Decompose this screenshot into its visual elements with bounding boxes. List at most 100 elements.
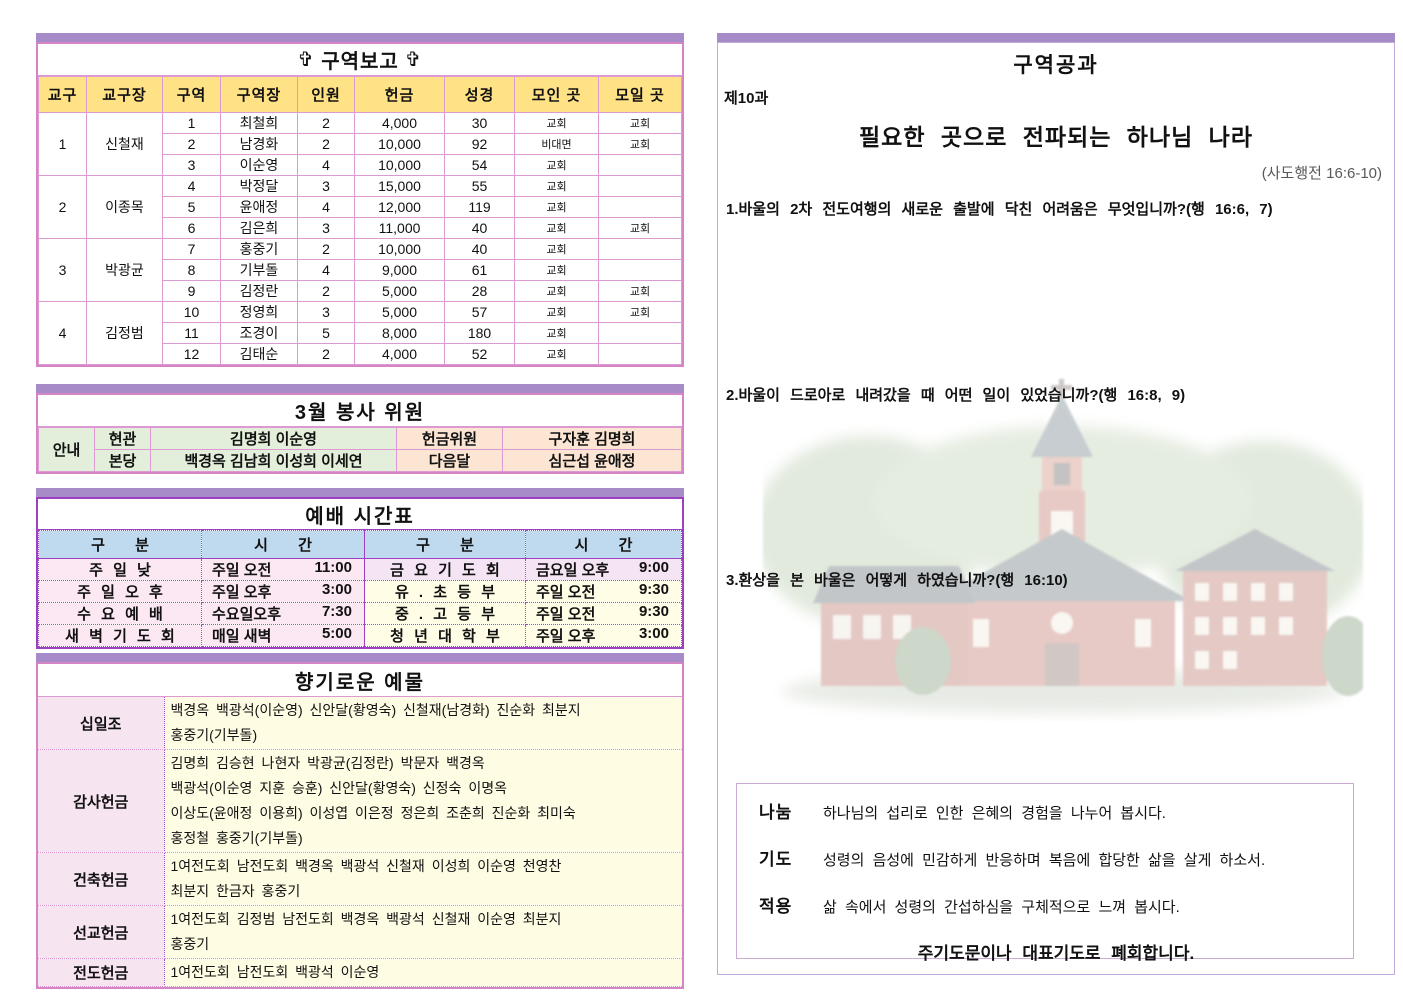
schedule-time-cell: 금요일 오후 9:00 (525, 558, 682, 581)
offering-type-cell: 십일조 (38, 697, 165, 750)
schedule-time-wrap: 매일 새벽 5:00 (203, 626, 364, 646)
service-name-cell: 새 벽 기 도 회 (38, 624, 202, 647)
offerings-title: 향기로운 예물 (38, 664, 682, 697)
offering-names-line: 백경옥 백광석(이순영) 신안달(황영숙) 신철재(남경화) 진순화 최분지 (170, 702, 581, 718)
zone-number-cell: 12 (162, 343, 221, 365)
schedule-time-cell: 매일 새벽 5:00 (201, 624, 365, 647)
schedule-time-value: 11:00 (314, 559, 352, 577)
report-row: 6 김은희 3 11,000 40 교회 교회 (39, 217, 682, 239)
offering-names-line: 김명희 김승현 나현자 박광균(김정란) 박문자 백경옥 (170, 755, 485, 771)
district-report-title-text: 구역보고 (321, 51, 399, 73)
offering-names-line: 1여전도회 남전도회 백경옥 백광석 신철재 이성희 이순영 천영찬 (170, 858, 562, 874)
committee-title: 3월 봉사 위원 (38, 395, 682, 427)
meet-place-cell (598, 322, 682, 344)
discussion-label-sharing: 나눔 (759, 803, 793, 822)
zone-leader-cell: 김은희 (220, 217, 298, 239)
schedule-time-label: 주일 오전 (536, 584, 596, 601)
schedule-time-value: 9:30 (638, 603, 669, 621)
schedule-col-time: 시 간 (525, 530, 682, 559)
offerings-table-body: 십일조 백경옥 백광석(이순영) 신안달(황영숙) 신철재(남경화) 진순화 최분… (38, 697, 682, 987)
schedule-table-body: 주 일 낮 주일 오전 11:00 금 요 기 도 회 금요일 오후 9:00 주 일 오 … (38, 558, 682, 647)
lesson-question-3: 3.환상을 본 바울은 어떻게 하였습니까?(행 16:10) (726, 572, 1068, 589)
schedule-time-cell: 주일 오전 9:30 (525, 580, 682, 603)
col-header-meet-place: 모일 곳 (598, 76, 682, 113)
lesson-title: 구역공과 (1013, 54, 1099, 77)
zone-leader-cell: 조경이 (220, 322, 298, 344)
offering-amount-cell: 10,000 (354, 154, 445, 176)
lesson-scripture-ref: (사도행전 16:6-10) (1261, 165, 1382, 182)
committee-right-label: 다음달 (396, 449, 503, 472)
section-bar (36, 653, 684, 662)
offering-names-line: 이상도(윤애정 이용희) 이성엽 이은정 정은희 조춘희 진순화 최미숙 (170, 805, 576, 821)
met-place-cell: 교회 (514, 280, 599, 302)
service-name-cell: 중 . 고 등 부 (364, 602, 526, 625)
offering-amount-cell: 4,000 (354, 112, 445, 134)
col-header-district: 교구 (38, 76, 87, 113)
met-place-cell: 비대면 (514, 133, 599, 155)
zone-leader-cell: 정영희 (220, 301, 298, 323)
district-number-cell: 4 (38, 301, 87, 365)
offering-amount-cell: 10,000 (354, 238, 445, 260)
offering-amount-cell: 15,000 (354, 175, 445, 197)
district-number-cell: 3 (38, 238, 87, 302)
member-count-cell: 4 (297, 259, 355, 281)
discussion-text-sharing: 하나님의 섭리로 인한 은혜의 경험을 나누어 봅시다. (823, 805, 1166, 822)
discussion-row: 기도 성령의 음성에 민감하게 반응하며 복음에 합당한 삶을 살게 하소서. (759, 845, 1353, 870)
member-count-cell: 3 (297, 301, 355, 323)
zone-number-cell: 6 (162, 217, 221, 239)
member-count-cell: 3 (297, 217, 355, 239)
zone-number-cell: 11 (162, 322, 221, 344)
committee-row: 안내 현관 김명희 이순영 헌금위원 구자훈 김명희 (38, 427, 682, 472)
bible-count-cell: 61 (444, 259, 515, 281)
lesson-question-2: 2.바울이 드로아로 내려갔을 때 어떤 일이 있었습니까?(행 16:8, 9… (726, 387, 1186, 404)
offering-amount-cell: 5,000 (354, 280, 445, 302)
offering-names-line: 최분지 한금자 홍중기 (170, 883, 301, 899)
schedule-row: 주 일 오 후 주일 오후 3:00 유 . 초 등 부 주일 오전 9:30 (38, 580, 682, 603)
bible-count-cell: 40 (444, 217, 515, 239)
zone-leader-cell: 김정란 (220, 280, 298, 302)
meet-place-cell: 교회 (598, 280, 682, 302)
offerings-table: 십일조 백경옥 백광석(이순영) 신안달(황영숙) 신철재(남경화) 진순화 최분… (38, 697, 682, 987)
zone-leader-cell: 이순영 (220, 154, 298, 176)
schedule-time-cell: 주일 오전 9:30 (525, 602, 682, 625)
service-name-cell: 수 요 예 배 (38, 602, 202, 625)
bible-count-cell: 28 (444, 280, 515, 302)
col-header-zone-leader: 구역장 (220, 76, 298, 113)
bible-count-cell: 40 (444, 238, 515, 260)
committee-right-names: 구자훈 김명희 (502, 427, 682, 450)
offering-names-line: 홍중기 (170, 936, 210, 952)
schedule-time-label: 금요일 오후 (536, 562, 610, 579)
zone-leader-cell: 최철희 (220, 112, 298, 134)
meet-place-cell (598, 196, 682, 218)
report-row: 1 신철재 1 최철희 2 4,000 30 교회 교회 (38, 112, 682, 176)
col-header-zone: 구역 (162, 76, 221, 113)
zone-number-cell: 1 (162, 112, 221, 134)
discussion-label-apply: 적용 (759, 897, 793, 916)
committee-left-header: 안내 (38, 427, 95, 472)
discussion-row: 적용 삶 속에서 성령의 간섭하심을 구체적으로 느껴 봅시다. (759, 892, 1353, 917)
met-place-cell: 교회 (514, 154, 599, 176)
schedule-time-wrap: 주일 오후 3:00 (527, 626, 681, 646)
offering-amount-cell: 9,000 (354, 259, 445, 281)
offering-row: 십일조 백경옥 백광석(이순영) 신안달(황영숙) 신철재(남경화) 진순화 최분… (38, 697, 682, 750)
member-count-cell: 3 (297, 175, 355, 197)
offering-row: 선교헌금 1여전도회 김정범 남전도회 백경옥 백광석 신철재 이순영 최분지 홍중… (38, 905, 682, 959)
member-count-cell: 2 (297, 343, 355, 365)
col-header-district-leader: 교구장 (86, 76, 163, 113)
schedule-time-wrap: 수요일오후 7:30 (203, 604, 364, 624)
district-number-cell: 1 (38, 112, 87, 176)
worship-schedule-section: 예배 시간표 구 분 시 간 구 분 시 간 주 일 낮 주일 오전 11:00 금 … (36, 497, 684, 649)
member-count-cell: 2 (297, 112, 355, 134)
offering-amount-cell: 12,000 (354, 196, 445, 218)
bible-count-cell: 52 (444, 343, 515, 365)
service-name-cell: 금 요 기 도 회 (364, 558, 526, 581)
schedule-time-label: 수요일오후 (212, 606, 282, 623)
zone-leader-cell: 박정달 (220, 175, 298, 197)
schedule-time-label: 매일 새벽 (212, 628, 272, 645)
offering-names-line: 홍정철 홍중기(기부돌) (170, 830, 303, 846)
meet-place-cell: 교회 (598, 112, 682, 134)
schedule-time-cell: 수요일오후 7:30 (201, 602, 365, 625)
offering-row: 건축헌금 1여전도회 남전도회 백경옥 백광석 신철재 이성희 이순영 천영찬 최분… (38, 852, 682, 906)
district-leader-cell: 김정범 (86, 301, 163, 365)
discussion-closing: 주기도문이나 대표기도로 폐회합니다. (917, 944, 1195, 963)
